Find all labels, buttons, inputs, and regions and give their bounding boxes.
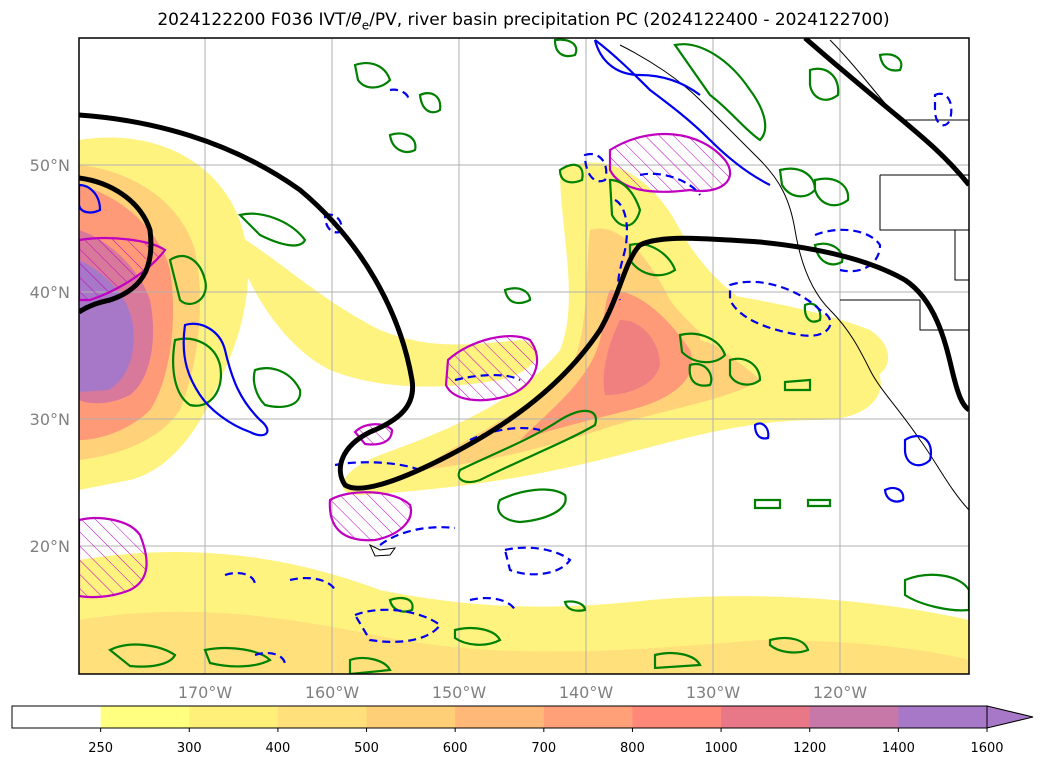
colorbar-frame	[11, 705, 988, 729]
ivt-region-middle	[230, 230, 538, 387]
green-contours	[107, 38, 969, 674]
lat-label-30n: 30°N	[30, 410, 70, 429]
lat-label-50n: 50°N	[30, 156, 70, 175]
lat-label-40n: 40°N	[30, 283, 70, 302]
pv-contours	[79, 38, 969, 491]
colorbar-tick-label: 300	[177, 741, 202, 756]
colorbar-cell	[632, 706, 722, 728]
colorbar-cell	[898, 706, 988, 728]
colorbar-tick-label: 1400	[882, 741, 915, 756]
lon-label-170w: 170°W	[178, 683, 233, 702]
ivt-region-central-mid	[420, 228, 760, 470]
colorbar-cell	[100, 706, 190, 728]
map-title: 2024122200 F036 IVT/θe/PV, river basin p…	[157, 10, 890, 33]
colorbar-tick-label: 1200	[793, 741, 826, 756]
colorbar-tick-label: 250	[88, 741, 113, 756]
lat-label-20n: 20°N	[30, 537, 70, 556]
colorbar-tick-label: 1600	[970, 741, 1003, 756]
precip-pc-areas	[79, 132, 732, 599]
blue-contours	[79, 39, 953, 666]
lon-label-150w: 150°W	[432, 683, 487, 702]
colorbar: 250 300 400 500 600 700 800 1000 1200 1400 1600	[11, 705, 1034, 756]
colorbar-cell	[366, 706, 456, 728]
lon-label-120w: 120°W	[813, 683, 868, 702]
map-frame	[78, 37, 970, 675]
colorbar-cell	[455, 706, 545, 728]
colorbar-tick-label: 800	[620, 741, 645, 756]
colorbar-cell	[277, 706, 368, 728]
colorbar-tick-label: 1000	[705, 741, 738, 756]
colorbar-cell	[189, 706, 279, 728]
colorbar-tick-label: 700	[531, 741, 556, 756]
colorbar-extend-arrow	[986, 705, 1034, 729]
colorbar-cell	[543, 706, 633, 728]
colorbar-cell	[809, 706, 899, 728]
ivt-region-central-max	[603, 320, 660, 395]
colorbar-cell	[721, 706, 811, 728]
ivt-region-south-mid	[79, 611, 969, 674]
colorbar-tick-label: 600	[443, 741, 468, 756]
lon-label-130w: 130°W	[686, 683, 741, 702]
lon-label-140w: 140°W	[559, 683, 614, 702]
lon-label-160w: 160°W	[305, 683, 360, 702]
colorbar-tick-label: 500	[354, 741, 379, 756]
colorbar-tick-label: 400	[265, 741, 290, 756]
colorbar-cell	[12, 706, 102, 728]
